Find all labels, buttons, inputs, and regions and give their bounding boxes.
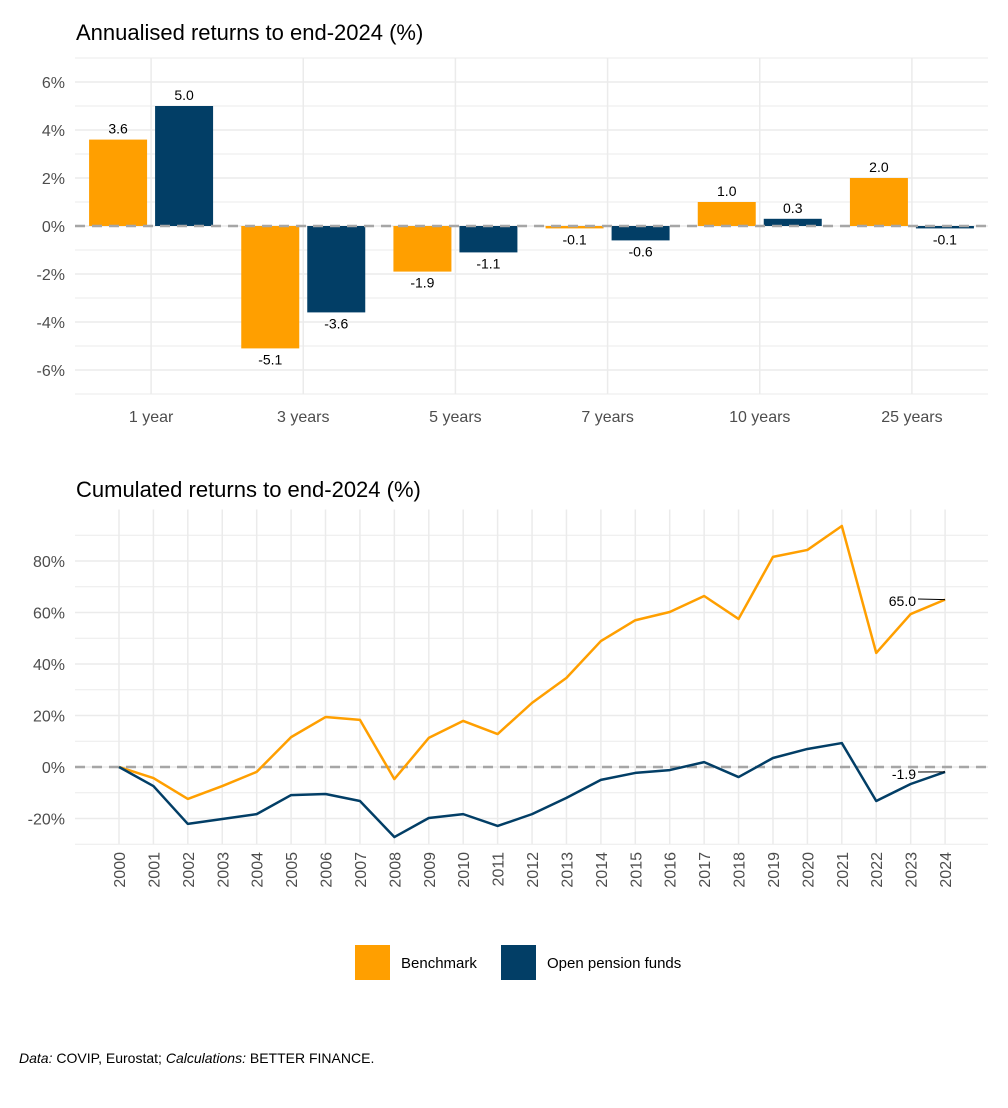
y-tick-label: 6% [42,75,65,92]
end-label-leader [917,598,946,601]
line-chart-title: Cumulated returns to end-2024 (%) [76,477,421,502]
caption-calc-text: BETTER FINANCE. [245,1050,375,1066]
x-tick-label: 2007 [353,852,370,888]
x-tick-label: 2001 [146,852,163,888]
x-tick-label: 2020 [800,852,817,888]
data-label: 1.0 [717,183,737,199]
y-tick-label: -6% [37,363,65,380]
end-label: -1.9 [892,766,916,782]
data-label: 2.0 [869,159,889,175]
x-tick-label: 2012 [525,852,542,888]
y-tick-label: 2% [42,171,65,188]
caption-data-label: Data: [19,1050,53,1066]
y-tick-label: 0% [42,219,65,236]
x-tick-label: 2010 [456,852,473,888]
x-tick-label: 2018 [732,852,749,888]
bar-funds [459,226,518,253]
x-tick-label: 7 years [581,409,633,426]
x-tick-label: 2011 [491,852,508,887]
x-tick-label: 2021 [835,852,852,888]
line-funds [118,741,946,839]
bar-chart: -6% -4% -2% 0% 2% 4% 6% 1 year 3 years 5 years 7 y… [37,57,988,426]
x-tick-label: 2004 [250,852,267,888]
y-tick-label: -2% [37,267,65,284]
legend-label-funds: Open pension funds [547,955,681,972]
data-label: -0.6 [629,243,653,259]
data-label: -5.1 [258,351,282,367]
end-label: 65.0 [889,593,916,609]
y-tick-label: -4% [37,315,65,332]
line-benchmark [118,524,946,801]
x-tick-label: 2014 [594,852,611,888]
legend-swatch-funds [501,945,536,980]
y-tick-label: 60% [33,606,65,623]
x-tick-label: 3 years [277,409,329,426]
data-label: -1.9 [410,275,434,291]
y-tick-label: 80% [33,554,65,571]
data-label: 3.6 [108,121,128,137]
legend: Benchmark Open pension funds [355,945,681,980]
bar-funds [763,218,822,226]
x-tick-label: 2015 [628,852,645,888]
y-tick-label: 0% [42,760,65,777]
x-tick-label: 2008 [387,852,404,888]
x-tick-label: 2024 [938,852,955,888]
bar-funds [307,226,366,313]
bar-benchmark [697,202,756,226]
bar-funds [155,106,214,226]
bar-benchmark [89,139,148,226]
legend-label-benchmark: Benchmark [401,955,477,972]
x-tick-label: 2022 [869,852,886,888]
x-tick-label: 5 years [429,409,481,426]
y-tick-label: 4% [42,123,65,140]
caption-data-text: COVIP, Eurostat; [52,1050,166,1066]
bar-benchmark [241,226,300,349]
data-label: 5.0 [174,87,194,103]
x-tick-label: 2003 [215,852,232,888]
x-tick-label: 10 years [729,409,790,426]
x-tick-label: 2002 [181,852,198,888]
x-tick-label: 2006 [319,852,336,888]
x-tick-label: 2000 [112,852,129,888]
x-tick-label: 2009 [422,852,439,888]
x-tick-label: 1 year [129,409,174,426]
x-tick-label: 25 years [881,409,942,426]
bar-benchmark [849,178,908,226]
data-label: -0.1 [933,231,957,247]
bar-benchmark [393,226,452,272]
x-tick-label: 2013 [559,852,576,888]
y-tick-label: 20% [33,709,65,726]
bar-funds [611,226,670,241]
source-caption: Data: COVIP, Eurostat; Calculations: BET… [19,1050,374,1066]
y-tick-label: 40% [33,657,65,674]
caption-calc-label: Calculations: [165,1050,246,1066]
legend-swatch-benchmark [355,945,390,980]
data-label: -0.1 [563,231,587,247]
x-tick-label: 2017 [697,852,714,888]
bar-chart-title: Annualised returns to end-2024 (%) [76,20,423,45]
x-tick-label: 2023 [904,852,921,888]
data-label: 0.3 [783,200,803,216]
x-tick-label: 2005 [284,852,301,888]
data-label: -1.1 [476,255,500,271]
data-label: -3.6 [324,315,348,331]
x-tick-label: 2016 [663,852,680,888]
line-chart: -20% 0% 20% 40% 60% 80% 2000 2001 2002 2003 2004 20… [28,509,988,888]
y-tick-label: -20% [28,812,65,829]
x-tick-label: 2019 [766,852,783,888]
